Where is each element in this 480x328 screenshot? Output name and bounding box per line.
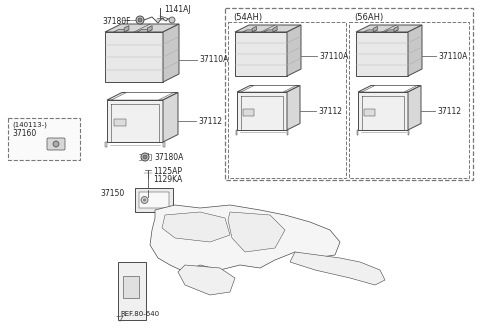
Polygon shape [235,32,287,76]
Polygon shape [287,25,301,76]
Circle shape [141,153,149,161]
Bar [225,8,473,180]
Circle shape [169,17,175,23]
Circle shape [138,18,142,22]
Text: 37160: 37160 [12,129,36,138]
Polygon shape [107,92,178,100]
Bar [228,22,346,178]
Polygon shape [236,130,237,134]
Circle shape [143,198,146,201]
Polygon shape [358,92,408,130]
Circle shape [141,196,148,203]
Text: REF.80-640: REF.80-640 [120,311,159,317]
Text: 1125AP: 1125AP [153,168,182,176]
Polygon shape [408,25,422,76]
Polygon shape [135,188,173,212]
Polygon shape [273,26,277,32]
Polygon shape [384,30,398,32]
Polygon shape [235,25,301,32]
Polygon shape [105,24,179,32]
Text: 37110A: 37110A [199,55,228,64]
Polygon shape [252,26,256,32]
Bar [8,118,80,160]
Polygon shape [114,30,129,32]
Polygon shape [364,30,377,32]
Polygon shape [237,86,300,92]
Polygon shape [243,30,256,32]
Text: 37110A: 37110A [438,52,468,61]
Text: 37110A: 37110A [319,52,348,61]
Polygon shape [163,92,178,142]
Polygon shape [124,26,129,32]
Polygon shape [163,24,179,82]
Polygon shape [241,86,296,92]
Polygon shape [137,30,152,32]
Polygon shape [162,212,230,242]
Polygon shape [237,92,287,130]
Polygon shape [106,142,107,147]
Polygon shape [111,92,174,100]
Polygon shape [139,192,169,208]
Polygon shape [147,26,152,32]
Polygon shape [373,26,377,32]
Polygon shape [264,30,277,32]
Polygon shape [107,100,163,142]
Text: 1141AJ: 1141AJ [164,5,191,13]
Polygon shape [394,26,398,32]
Text: 37112: 37112 [198,116,222,126]
Text: 1129KA: 1129KA [153,174,182,183]
Polygon shape [178,265,235,295]
Polygon shape [357,130,358,134]
Polygon shape [362,86,417,92]
Polygon shape [358,86,421,92]
Text: 37112: 37112 [318,107,342,115]
Polygon shape [287,130,288,134]
Polygon shape [290,252,385,285]
Polygon shape [408,86,421,130]
Text: 37112: 37112 [437,107,461,115]
Polygon shape [356,25,422,32]
Text: (54AH): (54AH) [233,13,262,22]
Circle shape [136,16,144,24]
Polygon shape [118,262,146,320]
Polygon shape [287,86,300,130]
Polygon shape [228,212,285,252]
Text: 37150: 37150 [100,189,124,198]
Polygon shape [364,109,375,116]
Polygon shape [105,32,163,82]
Polygon shape [408,130,409,134]
Polygon shape [123,276,139,298]
Polygon shape [163,142,165,147]
Polygon shape [150,205,340,272]
Text: 37180F: 37180F [102,16,131,26]
Circle shape [53,141,59,147]
Polygon shape [356,32,408,76]
Polygon shape [243,109,254,116]
Text: 37180A: 37180A [154,153,183,161]
Circle shape [143,155,147,159]
Polygon shape [114,119,126,127]
Text: (56AH): (56AH) [354,13,383,22]
Text: (140113-): (140113-) [12,121,47,128]
FancyBboxPatch shape [47,138,65,150]
Bar [349,22,469,178]
